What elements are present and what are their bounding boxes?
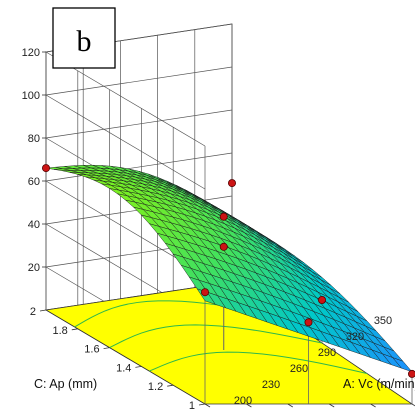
contour-line <box>149 351 368 374</box>
design-point <box>408 369 415 378</box>
design-point <box>219 212 228 221</box>
x-axis-label: A: Vc (m/min) <box>343 377 415 391</box>
design-point <box>200 288 209 297</box>
axis-ticks: 20 40 60 80 100 120 1 1.2 1.4 1.6 1.8 2 200 230 260 290… <box>22 47 415 412</box>
panel-label: b <box>77 25 92 58</box>
design-point <box>42 164 51 173</box>
x-tick-mark <box>246 403 252 408</box>
y-tick-label: 2 <box>30 306 36 318</box>
z-tick-label: 100 <box>22 90 40 102</box>
x-tick-label: 290 <box>318 347 336 359</box>
y-tick-mark <box>103 347 110 349</box>
x-tick-label: 350 <box>374 315 392 327</box>
axis-labels: C: Ap (mm) A: Vc (m/min) <box>34 377 415 391</box>
x-tick-label: 320 <box>346 331 364 343</box>
x-tick-label: 200 <box>234 395 252 407</box>
response-surface <box>45 164 413 373</box>
y-tick-mark <box>135 366 142 368</box>
y-tick-label: 1.6 <box>84 344 99 356</box>
y-tick-mark <box>71 328 78 331</box>
y-tick-label: 1.2 <box>148 381 163 393</box>
x-tick-mark <box>328 403 335 408</box>
y-tick-label: 1.8 <box>53 325 68 337</box>
contour-line <box>109 324 323 349</box>
y-tick-label: 1 <box>189 400 195 412</box>
x-tick-label: 230 <box>262 379 280 391</box>
z-tick-label: 60 <box>28 176 40 188</box>
design-point <box>219 242 228 251</box>
x-tick-mark <box>204 403 211 408</box>
y-axis-label: C: Ap (mm) <box>34 377 97 391</box>
y-tick-mark <box>198 403 206 406</box>
x-tick-label: 260 <box>290 363 308 375</box>
y-tick-label: 1.4 <box>116 362 131 374</box>
z-tick-label: 20 <box>28 262 40 274</box>
x-tick-mark <box>287 403 294 408</box>
z-tick-label: 40 <box>28 219 40 231</box>
design-points <box>42 164 415 378</box>
y-tick-mark <box>39 309 47 312</box>
z-tick-label: 120 <box>22 47 40 59</box>
design-point <box>317 295 326 304</box>
design-point <box>304 318 313 327</box>
surface-cell <box>391 357 413 373</box>
design-point <box>227 179 236 188</box>
panel-label-frame <box>52 7 116 69</box>
x-tick-mark <box>370 403 376 408</box>
panel-label-box: b <box>52 7 116 69</box>
y-tick-mark <box>167 384 174 387</box>
z-tick-label: 80 <box>28 133 40 145</box>
